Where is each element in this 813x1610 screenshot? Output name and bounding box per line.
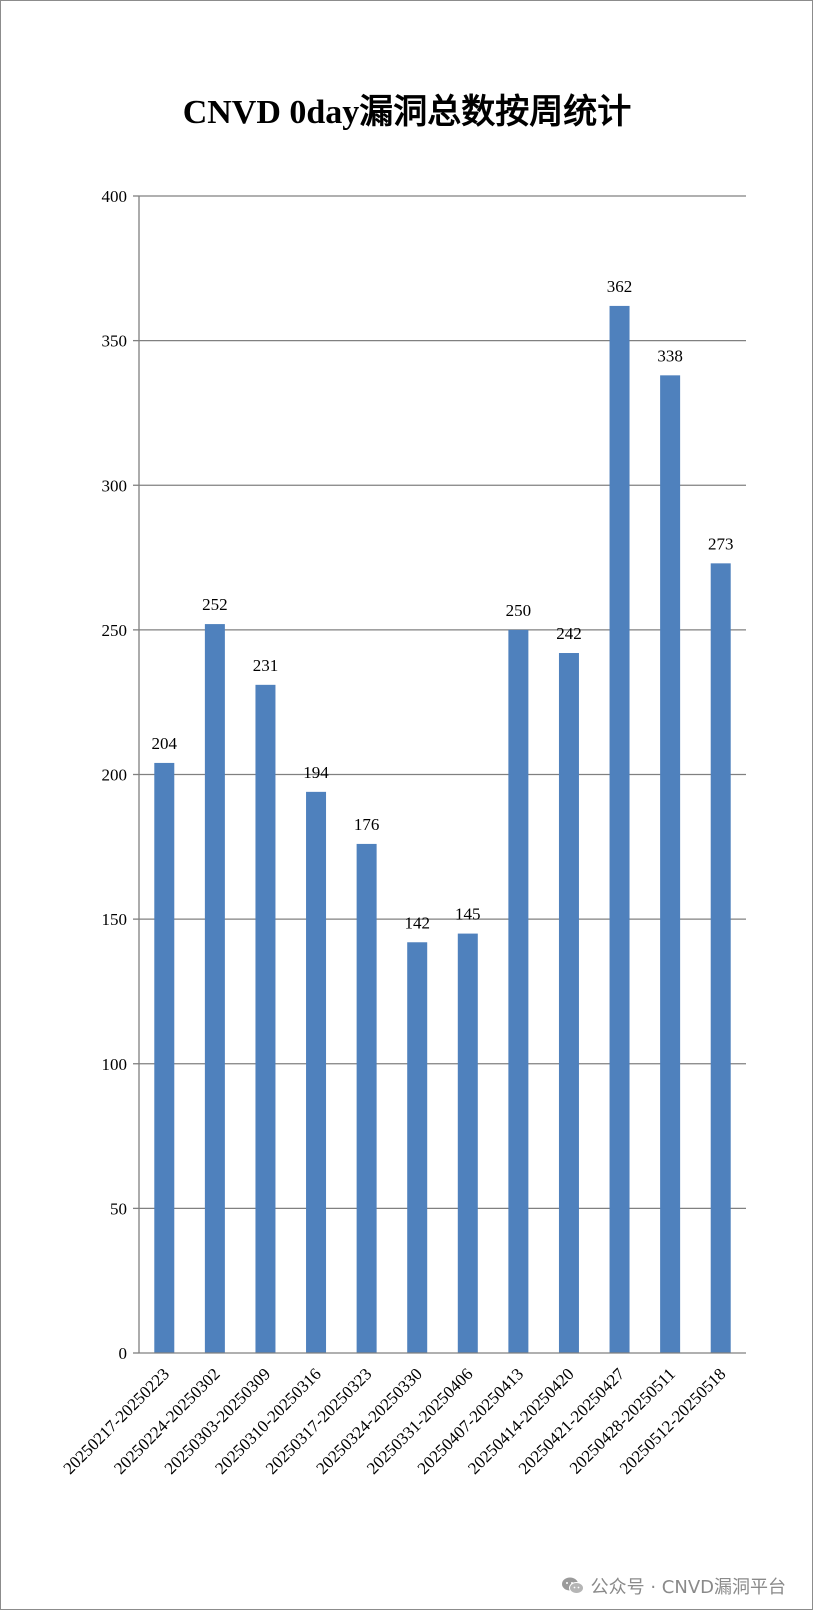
y-tick-label: 350 (102, 332, 128, 351)
gridlines (133, 195, 746, 1354)
bar (154, 762, 175, 1353)
bar (356, 843, 377, 1353)
y-tick-label: 300 (102, 476, 128, 495)
y-axis-tick-labels: 0 50 100 150 200 250 300 350 400 (102, 187, 128, 1363)
data-label: 204 (152, 734, 178, 753)
bar (204, 624, 225, 1353)
data-label: 142 (404, 913, 430, 932)
bar (710, 563, 731, 1353)
watermark-text: 公众号 · CNVD漏洞平台 (590, 1577, 786, 1598)
data-label: 252 (202, 595, 228, 614)
y-tick-label: 200 (102, 766, 128, 785)
data-label: 194 (303, 763, 329, 782)
bar (255, 684, 276, 1353)
data-label: 338 (657, 346, 683, 365)
data-label: 231 (253, 656, 279, 675)
x-axis-tick-labels: 20250217-2025022320250224-20250302202503… (60, 1364, 730, 1478)
data-label: 145 (455, 905, 481, 924)
y-tick-label: 250 (102, 621, 128, 640)
y-tick-label: 400 (102, 187, 128, 206)
bar (558, 653, 579, 1353)
y-tick-label: 0 (119, 1344, 128, 1363)
y-tick-label: 50 (110, 1199, 127, 1218)
bar (457, 933, 478, 1353)
watermark: 公众号 · CNVD漏洞平台 (561, 1573, 786, 1599)
chart-title: CNVD 0day漏洞总数按周统计 (183, 93, 632, 131)
data-label: 242 (556, 624, 582, 643)
data-label: 250 (506, 601, 532, 620)
axes (138, 196, 746, 1354)
y-tick-label: 100 (102, 1055, 128, 1074)
bars (154, 305, 731, 1354)
bar (609, 305, 630, 1353)
data-label: 362 (607, 277, 633, 296)
data-labels: 204 252 231 194 176 142 145 250 242 362 338 273 (152, 277, 734, 932)
data-label: 273 (708, 534, 734, 553)
y-tick-label: 150 (102, 910, 128, 929)
bar (660, 375, 681, 1354)
bar (407, 942, 428, 1353)
data-label: 176 (354, 815, 380, 834)
wechat-icon (561, 1577, 584, 1594)
bar (508, 629, 529, 1353)
bar (306, 791, 327, 1353)
